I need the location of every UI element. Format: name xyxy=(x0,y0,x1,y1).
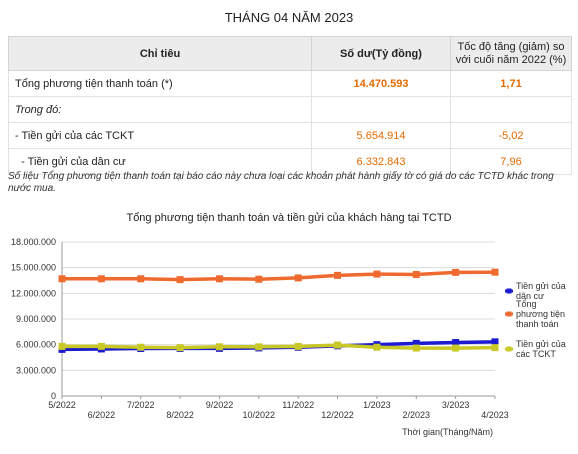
row-change: 7,96 xyxy=(450,148,572,175)
table-header-row: Chỉ tiêu Số dư(Tỷ đồng) Tốc độ tăng (giả… xyxy=(8,36,572,71)
y-tick-label: 6.000.000 xyxy=(16,340,56,350)
row-name: Tổng phương tiện thanh toán (*) xyxy=(8,70,312,97)
data-point xyxy=(452,339,460,347)
data-point xyxy=(452,344,460,352)
legend-label-line: Tổng xyxy=(516,299,537,309)
row-change: 1,71 xyxy=(450,70,572,97)
table-row: - Tiền gửi của các TCKT 5.654.914 -5,02 xyxy=(8,122,572,149)
data-point xyxy=(294,274,302,282)
header-balance: Số dư(Tỷ đồng) xyxy=(311,36,451,71)
legend-label-line: phương tiện xyxy=(516,309,565,319)
row-change xyxy=(450,96,572,123)
data-point xyxy=(491,338,499,346)
x-tick-label: 8/2022 xyxy=(166,410,194,420)
y-tick-label: 3.000.000 xyxy=(16,365,56,375)
data-point xyxy=(97,275,105,283)
data-point xyxy=(176,344,184,352)
data-point xyxy=(215,275,223,283)
y-tick-label: 18.000.000 xyxy=(11,237,56,247)
x-tick-label: 1/2023 xyxy=(363,400,391,410)
legend-marker xyxy=(506,346,512,352)
data-point xyxy=(58,342,66,350)
x-tick-label: 12/2022 xyxy=(321,410,354,420)
data-point xyxy=(373,343,381,351)
data-point xyxy=(491,344,499,352)
table-row: Trong đó: xyxy=(8,96,572,123)
header-growth: Tốc độ tăng (giảm) so với cuối năm 2022 … xyxy=(450,36,572,71)
y-tick-label: 15.000.000 xyxy=(11,263,56,273)
legend-label-line: các TCKT xyxy=(516,349,556,359)
legend-marker xyxy=(506,288,512,294)
data-point xyxy=(412,271,420,279)
series-line xyxy=(62,270,496,282)
x-axis-label: Thời gian(Tháng/Năm) xyxy=(402,427,493,437)
data-point xyxy=(491,268,499,276)
page-title: THÁNG 04 NĂM 2023 xyxy=(224,10,354,25)
x-tick-label: 11/2022 xyxy=(282,400,314,410)
row-value: 14.470.593 xyxy=(311,70,451,97)
legend-label-line: thanh toán xyxy=(516,319,559,329)
row-value xyxy=(311,96,451,123)
table-row: - Tiền gửi của dân cư 6.332.843 7,96 xyxy=(8,148,572,175)
data-point xyxy=(294,342,302,350)
row-name: - Tiền gửi của dân cư xyxy=(8,148,312,175)
x-tick-label: 7/2022 xyxy=(127,400,155,410)
legend-label: Tiền gửi của các TCKT xyxy=(516,339,566,359)
data-point xyxy=(215,343,223,351)
data-point xyxy=(255,275,263,283)
line-chart: 0 3.000.000 6.000.000 9.000.000 12.000.000 15… xyxy=(11,237,566,437)
data-point xyxy=(97,342,105,350)
x-tick-label: 10/2022 xyxy=(243,410,276,420)
row-name: Trong đó: xyxy=(8,96,312,123)
data-point xyxy=(412,339,420,347)
legend-label-line: Tiền gửi của xyxy=(516,281,566,291)
data-point xyxy=(334,271,342,279)
data-point xyxy=(137,343,145,351)
x-tick-label: 9/2022 xyxy=(206,400,234,410)
x-tick-label: 6/2022 xyxy=(88,410,116,420)
row-value: 5.654.914 xyxy=(311,122,451,149)
row-change: -5,02 xyxy=(450,122,572,149)
row-name: - Tiền gửi của các TCKT xyxy=(8,122,312,149)
legend-label: Tiền gửi của dân cư xyxy=(516,281,566,301)
chart-title: Tổng phương tiện thanh toán và tiền gửi … xyxy=(126,212,452,224)
summary-table: Chỉ tiêu Số dư(Tỷ đồng) Tốc độ tăng (giả… xyxy=(8,36,572,175)
data-point xyxy=(255,343,263,351)
x-tick-label: 4/2023 xyxy=(481,410,509,420)
data-point xyxy=(137,275,145,283)
data-point xyxy=(373,270,381,278)
legend-label-line: Tiền gửi của xyxy=(516,339,566,349)
legend-label: Tổng phương tiện thanh toán xyxy=(516,299,565,329)
header-indicator: Chỉ tiêu xyxy=(8,36,312,71)
footnote: Số liệu Tổng phương tiện thanh toán tại … xyxy=(8,171,554,194)
data-point xyxy=(58,275,66,283)
series-line xyxy=(62,343,496,350)
y-tick-label: 9.000.000 xyxy=(16,314,56,324)
x-tick-label: 3/2023 xyxy=(442,400,470,410)
y-tick-label: 12.000.000 xyxy=(11,288,56,298)
x-tick-label: 2/2023 xyxy=(403,410,431,420)
y-tick-label: 0 xyxy=(51,391,56,401)
data-point xyxy=(412,344,420,352)
data-point xyxy=(452,268,460,276)
x-tick-label: 5/2022 xyxy=(48,400,76,410)
data-point xyxy=(334,341,342,349)
data-point xyxy=(176,276,184,284)
legend-label-line: dân cư xyxy=(516,291,544,301)
table-row: Tổng phương tiện thanh toán (*) 14.470.5… xyxy=(8,70,572,97)
legend-marker xyxy=(506,311,512,317)
